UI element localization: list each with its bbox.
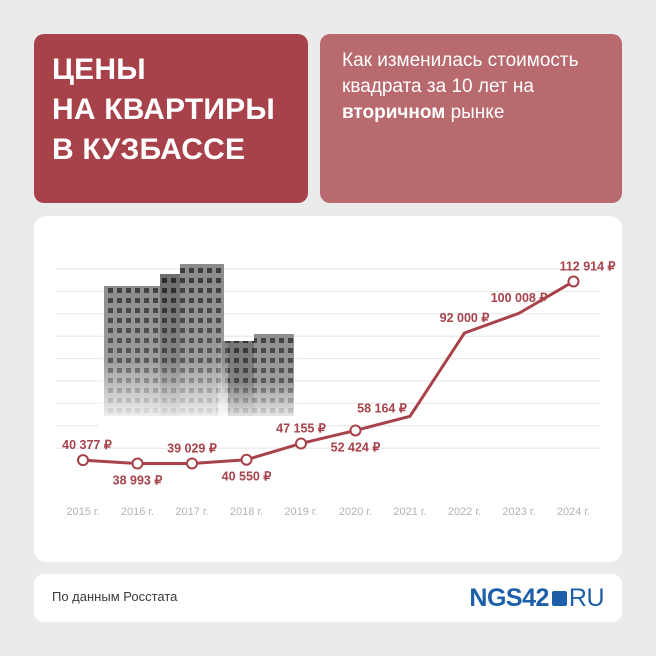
title-line-2: НА КВАРТИРЫ xyxy=(52,93,275,126)
chart-card: 40 377 ₽ 38 993 ₽ 39 029 ₽ 40 550 ₽ 47 155 ₽… xyxy=(34,216,622,562)
data-point xyxy=(240,453,253,466)
x-tick-label: 2019 г. xyxy=(284,506,317,518)
title-box: ЦЕНЫ НА КВАРТИРЫ В КУЗБАССЕ xyxy=(34,34,308,203)
data-point xyxy=(77,454,89,467)
subtitle-box: Как изменилась стоимость квадрата за 10 … xyxy=(320,34,622,203)
subtitle-text-end: рынке xyxy=(445,102,505,123)
title-line-3: В КУЗБАССЕ xyxy=(52,133,246,166)
data-label: 52 424 ₽ xyxy=(331,440,382,454)
ngs42-logo[interactable]: NGS42 RU xyxy=(469,584,604,612)
source-note: По данным Росстата xyxy=(52,589,178,604)
data-label: 38 993 ₽ xyxy=(113,474,164,488)
subtitle-text: Как изменилась стоимость квадрата за 10 … xyxy=(342,50,579,97)
x-tick-label: 2018 г. xyxy=(230,506,263,518)
data-label: 58 164 ₽ xyxy=(357,401,408,415)
x-tick-label: 2015 г. xyxy=(66,506,99,518)
data-point xyxy=(567,275,580,288)
line-chart: 40 377 ₽ 38 993 ₽ 39 029 ₽ 40 550 ₽ 47 155 ₽… xyxy=(56,259,617,518)
data-label: 47 155 ₽ xyxy=(276,421,327,435)
x-tick-label: 2023 г. xyxy=(502,506,535,518)
data-label: 92 000 ₽ xyxy=(440,311,491,325)
data-label: 100 008 ₽ xyxy=(491,291,549,305)
x-tick-label: 2022 г. xyxy=(448,506,481,518)
data-label: 112 914 ₽ xyxy=(560,259,617,273)
apartment-buildings-icon xyxy=(98,264,298,428)
data-label: 39 029 ₽ xyxy=(167,441,218,455)
title-line-1: ЦЕНЫ xyxy=(52,53,146,86)
x-tick-label: 2020 г. xyxy=(339,506,372,518)
logo-main: NGS42 xyxy=(469,583,549,612)
logo-square-icon xyxy=(551,590,567,606)
data-label: 40 377 ₽ xyxy=(62,438,113,452)
data-label: 40 550 ₽ xyxy=(222,470,273,484)
subtitle-bold: вторичном xyxy=(342,102,446,123)
series-line xyxy=(82,280,575,466)
data-point xyxy=(349,424,362,437)
logo-suffix: RU xyxy=(568,583,605,612)
x-tick-label: 2024 г. xyxy=(557,506,590,518)
x-tick-label: 2017 г. xyxy=(175,506,208,518)
x-tick-label: 2021 г. xyxy=(393,506,426,518)
x-tick-label: 2016 г. xyxy=(121,506,154,518)
data-point xyxy=(186,457,198,470)
data-point xyxy=(131,457,144,470)
data-point xyxy=(295,437,307,450)
footer: По данным Росстата NGS42 RU xyxy=(34,574,622,622)
